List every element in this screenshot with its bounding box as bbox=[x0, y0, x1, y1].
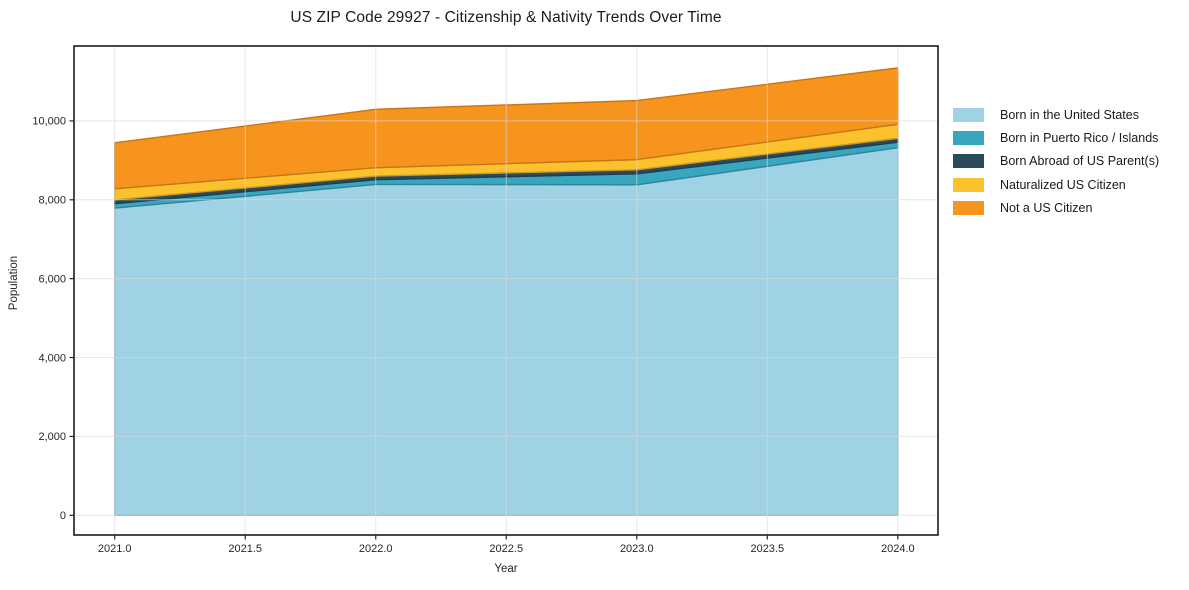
x-tick-label: 2024.0 bbox=[881, 543, 915, 555]
legend-label: Naturalized US Citizen bbox=[1000, 177, 1126, 192]
y-tick-label: 10,000 bbox=[32, 116, 66, 128]
legend: Born in the United States Born in Puerto … bbox=[953, 103, 1159, 220]
legend-item: Born in the United States bbox=[953, 103, 1159, 126]
legend-item: Naturalized US Citizen bbox=[953, 173, 1159, 196]
x-axis-label: Year bbox=[494, 563, 518, 575]
legend-swatch bbox=[953, 154, 984, 169]
legend-item: Not a US Citizen bbox=[953, 197, 1159, 220]
legend-swatch bbox=[953, 131, 984, 146]
legend-swatch bbox=[953, 177, 984, 192]
legend-label: Born in the United States bbox=[1000, 107, 1139, 122]
y-tick-label: 0 bbox=[60, 510, 66, 522]
legend-swatch bbox=[953, 201, 984, 216]
legend-item: Born Abroad of US Parent(s) bbox=[953, 150, 1159, 173]
y-tick-label: 8,000 bbox=[38, 195, 66, 207]
legend-label: Born Abroad of US Parent(s) bbox=[1000, 154, 1160, 169]
y-tick-label: 2,000 bbox=[38, 431, 66, 443]
x-tick-label: 2021.5 bbox=[228, 543, 262, 555]
legend-label: Born in Puerto Rico / Islands bbox=[1000, 131, 1159, 146]
legend-label: Not a US Citizen bbox=[1000, 201, 1093, 216]
chart-title: US ZIP Code 29927 - Citizenship & Nativi… bbox=[290, 9, 722, 26]
x-tick-label: 2022.5 bbox=[489, 543, 523, 555]
y-tick-label: 6,000 bbox=[38, 273, 66, 285]
legend-item: Born in Puerto Rico / Islands bbox=[953, 126, 1159, 149]
x-tick-label: 2021.0 bbox=[98, 543, 132, 555]
y-tick-label: 4,000 bbox=[38, 352, 66, 364]
x-tick-label: 2023.5 bbox=[750, 543, 784, 555]
legend-swatch bbox=[953, 107, 984, 122]
x-tick-label: 2023.0 bbox=[620, 543, 654, 555]
x-tick-label: 2022.0 bbox=[359, 543, 393, 555]
